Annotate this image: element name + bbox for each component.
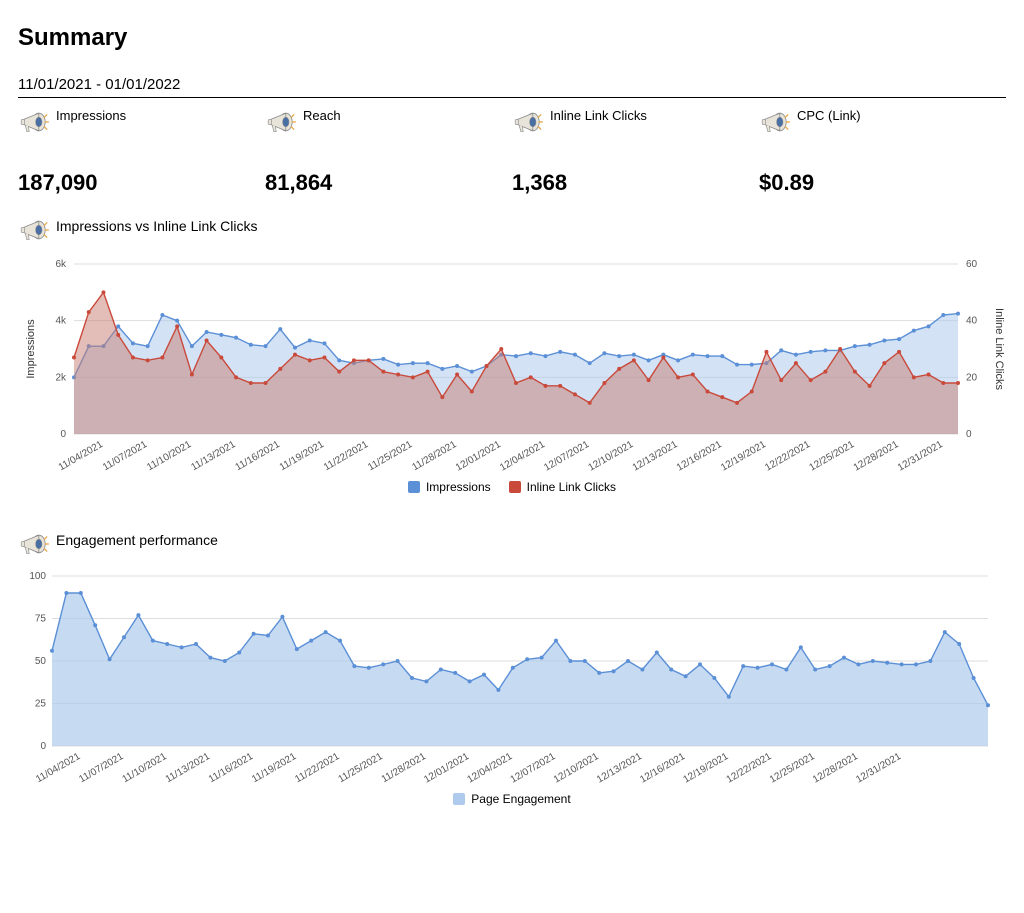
kpi-inline-link-clicks: Inline Link Clicks 1,368 xyxy=(512,106,759,196)
svg-text:11/04/2021: 11/04/2021 xyxy=(34,751,83,785)
svg-text:12/13/2021: 12/13/2021 xyxy=(631,439,680,474)
kpi-label: CPC (Link) xyxy=(797,106,861,123)
kpi-impressions: Impressions 187,090 xyxy=(18,106,265,196)
svg-text:6k: 6k xyxy=(55,259,67,270)
legend-item: Impressions xyxy=(408,480,491,494)
legend-label: Page Engagement xyxy=(471,792,570,806)
svg-text:12/01/2021: 12/01/2021 xyxy=(454,439,503,474)
svg-text:12/25/2021: 12/25/2021 xyxy=(808,439,857,474)
svg-text:12/25/2021: 12/25/2021 xyxy=(768,751,817,786)
megaphone-icon xyxy=(18,528,50,560)
svg-text:100: 100 xyxy=(29,571,46,582)
svg-text:11/22/2021: 11/22/2021 xyxy=(293,751,342,785)
svg-text:50: 50 xyxy=(35,656,47,667)
megaphone-icon xyxy=(265,106,297,138)
svg-text:0: 0 xyxy=(60,429,66,440)
svg-text:12/10/2021: 12/10/2021 xyxy=(587,439,636,474)
svg-text:11/13/2021: 11/13/2021 xyxy=(189,439,238,473)
svg-text:12/19/2021: 12/19/2021 xyxy=(681,751,730,786)
svg-text:12/22/2021: 12/22/2021 xyxy=(725,751,774,786)
svg-text:12/04/2021: 12/04/2021 xyxy=(498,439,547,474)
legend-item: Inline Link Clicks xyxy=(509,480,616,494)
svg-text:12/31/2021: 12/31/2021 xyxy=(896,439,945,474)
chart1-legend: Impressions Inline Link Clicks xyxy=(18,480,1006,494)
svg-text:11/25/2021: 11/25/2021 xyxy=(336,751,385,785)
svg-text:12/07/2021: 12/07/2021 xyxy=(542,439,591,474)
kpi-value: $0.89 xyxy=(759,170,1006,196)
svg-text:11/19/2021: 11/19/2021 xyxy=(278,439,327,473)
svg-text:12/10/2021: 12/10/2021 xyxy=(552,751,601,786)
chart2: 0 25 50 75 100 11/04/202111/07/202111/10/2021… xyxy=(18,568,1006,788)
chart1-header: Impressions vs Inline Link Clicks xyxy=(18,214,1006,246)
legend-swatch xyxy=(509,481,521,493)
page-title: Summary xyxy=(18,24,1006,52)
date-range: 11/01/2021 - 01/01/2022 xyxy=(18,76,1006,98)
svg-text:12/07/2021: 12/07/2021 xyxy=(509,751,558,786)
svg-text:0: 0 xyxy=(40,741,46,752)
kpi-cpc-link: CPC (Link) $0.89 xyxy=(759,106,1006,196)
kpi-label: Impressions xyxy=(56,106,126,123)
svg-text:12/22/2021: 12/22/2021 xyxy=(763,439,812,474)
chart2-legend: Page Engagement xyxy=(18,792,1006,806)
svg-text:11/16/2021: 11/16/2021 xyxy=(234,439,283,473)
legend-swatch xyxy=(408,481,420,493)
svg-text:4k: 4k xyxy=(55,316,67,327)
megaphone-icon xyxy=(18,106,50,138)
svg-text:12/28/2021: 12/28/2021 xyxy=(852,439,901,474)
svg-text:2k: 2k xyxy=(55,372,67,383)
svg-text:12/31/2021: 12/31/2021 xyxy=(854,751,903,786)
svg-text:12/16/2021: 12/16/2021 xyxy=(638,751,687,786)
megaphone-icon xyxy=(512,106,544,138)
svg-text:11/16/2021: 11/16/2021 xyxy=(207,751,256,785)
kpi-reach: Reach 81,864 xyxy=(265,106,512,196)
svg-text:12/16/2021: 12/16/2021 xyxy=(675,439,724,474)
legend-label: Inline Link Clicks xyxy=(527,480,616,494)
svg-text:11/07/2021: 11/07/2021 xyxy=(101,439,150,473)
svg-text:40: 40 xyxy=(966,316,978,327)
svg-text:11/13/2021: 11/13/2021 xyxy=(164,751,213,785)
svg-text:25: 25 xyxy=(35,699,47,710)
kpi-row: Impressions 187,090 Reach 81,864 Inline xyxy=(18,106,1006,196)
kpi-value: 1,368 xyxy=(512,170,759,196)
chart2-svg: 0 25 50 75 100 11/04/202111/07/202111/10/2021… xyxy=(18,568,1006,788)
svg-text:12/04/2021: 12/04/2021 xyxy=(465,751,514,786)
svg-text:11/04/2021: 11/04/2021 xyxy=(57,439,106,473)
svg-text:0: 0 xyxy=(966,429,972,440)
svg-text:11/25/2021: 11/25/2021 xyxy=(366,439,415,473)
svg-text:11/22/2021: 11/22/2021 xyxy=(322,439,371,473)
svg-text:11/19/2021: 11/19/2021 xyxy=(250,751,299,785)
svg-text:11/28/2021: 11/28/2021 xyxy=(410,439,459,473)
legend-label: Impressions xyxy=(426,480,491,494)
chart1-title: Impressions vs Inline Link Clicks xyxy=(56,214,258,234)
svg-text:11/10/2021: 11/10/2021 xyxy=(145,439,194,473)
svg-text:12/19/2021: 12/19/2021 xyxy=(719,439,768,474)
svg-text:Inline Link Clicks: Inline Link Clicks xyxy=(993,308,1005,390)
megaphone-icon xyxy=(759,106,791,138)
megaphone-icon xyxy=(18,214,50,246)
svg-text:12/28/2021: 12/28/2021 xyxy=(811,751,860,786)
svg-text:60: 60 xyxy=(966,259,978,270)
svg-text:11/28/2021: 11/28/2021 xyxy=(380,751,429,785)
legend-swatch xyxy=(453,793,465,805)
kpi-value: 187,090 xyxy=(18,170,265,196)
svg-text:11/07/2021: 11/07/2021 xyxy=(77,751,126,785)
chart2-header: Engagement performance xyxy=(18,528,1006,560)
kpi-label: Inline Link Clicks xyxy=(550,106,647,123)
chart1-svg: 0 2k 4k 6k 0 20 40 60 Impressions Inline Link Cli… xyxy=(18,254,1006,476)
chart2-title: Engagement performance xyxy=(56,528,218,548)
legend-item: Page Engagement xyxy=(453,792,570,806)
svg-text:Impressions: Impressions xyxy=(25,319,37,379)
svg-text:20: 20 xyxy=(966,372,978,383)
kpi-label: Reach xyxy=(303,106,341,123)
svg-text:75: 75 xyxy=(35,614,47,625)
chart1: 0 2k 4k 6k 0 20 40 60 Impressions Inline Link Cli… xyxy=(18,254,1006,476)
svg-text:12/01/2021: 12/01/2021 xyxy=(422,751,471,786)
svg-text:11/10/2021: 11/10/2021 xyxy=(120,751,169,785)
svg-text:12/13/2021: 12/13/2021 xyxy=(595,751,644,786)
kpi-value: 81,864 xyxy=(265,170,512,196)
